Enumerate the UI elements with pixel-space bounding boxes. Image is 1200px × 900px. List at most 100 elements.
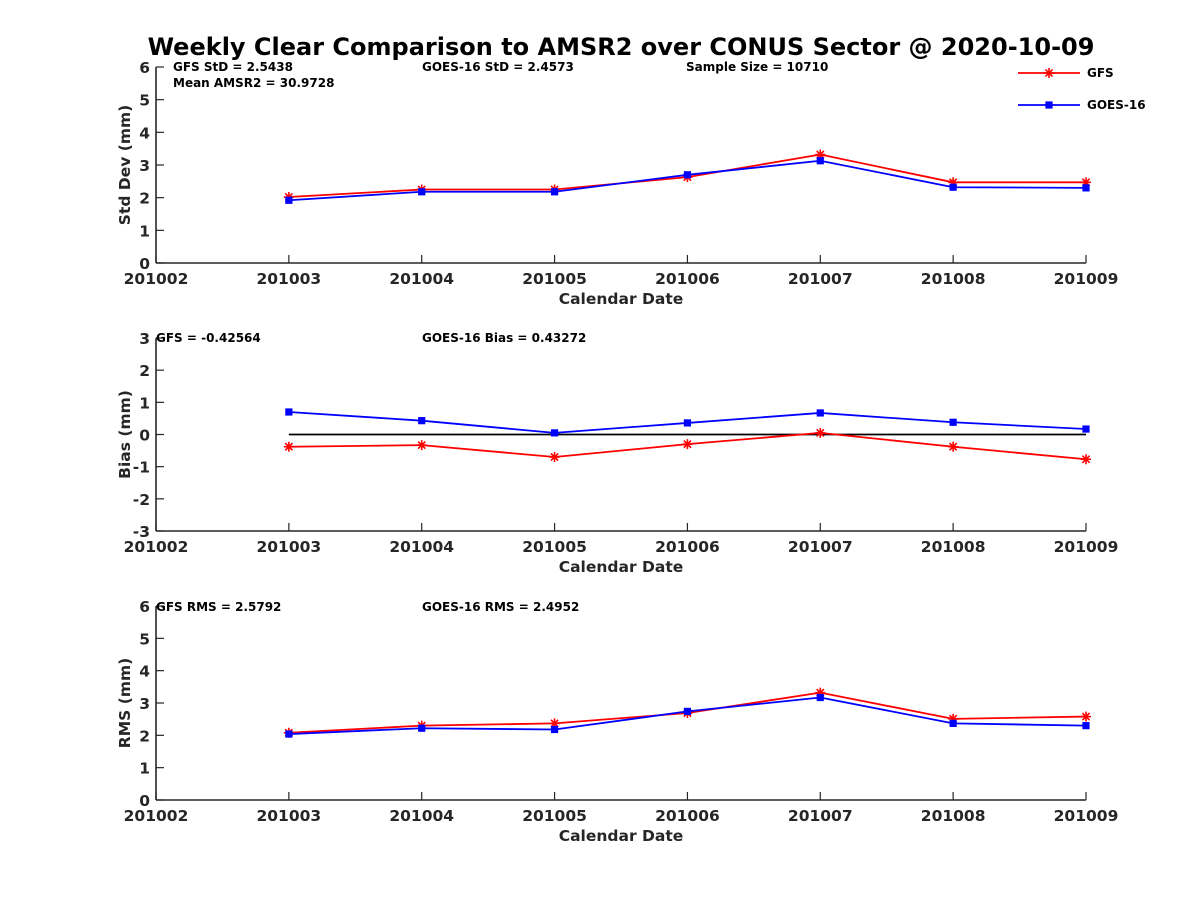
data-point	[949, 183, 957, 191]
x-tick-label: 201003	[256, 270, 321, 288]
panel-3: 0 1 2 3 4 5 6 201002 201003 201004 201005 201006 201…	[116, 598, 1118, 845]
data-point	[816, 693, 824, 702]
stat-annotation: GFS = -0.42564	[156, 331, 261, 345]
stat-annotation: GFS RMS = 2.5792	[156, 600, 281, 614]
data-point	[816, 409, 824, 417]
data-point	[816, 157, 824, 165]
legend-entry-goes-16: GOES-16	[1018, 98, 1146, 112]
y-tick-label: 5	[139, 92, 150, 110]
x-tick-label: 201003	[256, 538, 321, 556]
data-point	[550, 725, 559, 734]
x-tick-label: 201006	[655, 270, 720, 288]
stat-annotation: Mean AMSR2 = 30.9728	[173, 76, 334, 90]
x-tick-label: 201004	[389, 807, 454, 825]
series-goes-16	[285, 408, 1090, 437]
x-tick-label: 201005	[522, 270, 587, 288]
x-tick-label: 201007	[788, 270, 853, 288]
x-tick-label: 201004	[389, 538, 454, 556]
x-tick-label: 201008	[921, 270, 986, 288]
x-tick-label: 201002	[124, 538, 189, 556]
x-tick-label: 201002	[124, 807, 189, 825]
stat-annotation: Sample Size = 10710	[686, 60, 828, 74]
x-tick-label: 201008	[921, 538, 986, 556]
y-tick-label: 1	[139, 394, 150, 412]
data-point	[285, 196, 293, 204]
x-tick-label: 201003	[256, 807, 321, 825]
data-point	[550, 188, 559, 196]
y-tick-label: 3	[139, 330, 150, 348]
x-tick-label: 201009	[1054, 270, 1119, 288]
y-tick-label: 3	[139, 157, 150, 175]
data-point	[1082, 425, 1090, 433]
y-axis-label: Bias (mm)	[116, 390, 134, 479]
panel-2: -3 -2 -1 0 1 2 3 201002 201003 201004 201005 201006…	[116, 330, 1118, 576]
x-tick-label: 201005	[522, 807, 587, 825]
x-tick-label: 201005	[522, 538, 587, 556]
y-tick-label: 0	[139, 255, 150, 273]
y-tick-label: 3	[139, 695, 150, 713]
data-point	[1082, 722, 1090, 730]
data-point	[1082, 184, 1090, 192]
y-tick-label: 1	[139, 760, 150, 778]
x-tick-label: 201007	[788, 807, 853, 825]
stat-annotation: GOES-16 Bias = 0.43272	[422, 331, 586, 345]
x-tick-label: 201007	[788, 538, 853, 556]
y-tick-label: 2	[139, 727, 150, 745]
legend: GFS GOES-16	[1018, 66, 1146, 112]
legend-marker	[1044, 68, 1054, 78]
data-point	[815, 427, 826, 438]
series-gfs	[283, 427, 1091, 465]
data-point	[416, 440, 427, 451]
data-point	[948, 441, 959, 452]
y-tick-label: 0	[139, 427, 150, 445]
y-tick-label: 0	[139, 792, 150, 810]
y-tick-label: -1	[133, 459, 150, 477]
data-point	[285, 730, 293, 738]
data-point	[418, 188, 426, 196]
legend-label: GOES-16	[1087, 98, 1146, 112]
data-point	[1081, 454, 1091, 465]
data-point	[549, 718, 560, 729]
data-point	[683, 707, 692, 716]
x-tick-label: 201006	[655, 807, 720, 825]
data-point	[283, 441, 294, 452]
chart-title: Weekly Clear Comparison to AMSR2 over CO…	[148, 33, 1095, 61]
data-point	[550, 429, 559, 437]
series-goes-16	[285, 693, 1090, 738]
x-tick-label: 201008	[921, 807, 986, 825]
x-axis-label: Calendar Date	[559, 827, 684, 845]
legend-entry-gfs: GFS	[1018, 66, 1114, 80]
data-point	[285, 408, 293, 416]
x-tick-label: 201009	[1054, 807, 1119, 825]
y-axis-label: RMS (mm)	[116, 658, 134, 748]
y-tick-label: 4	[139, 124, 150, 142]
y-tick-label: -3	[133, 523, 150, 541]
data-point	[418, 724, 426, 732]
stat-annotation: GFS StD = 2.5438	[173, 60, 293, 74]
data-point	[683, 171, 692, 179]
data-point	[549, 452, 560, 463]
data-point	[418, 417, 426, 425]
y-tick-label: 2	[139, 362, 150, 380]
x-tick-label: 201002	[124, 270, 189, 288]
y-tick-label: 1	[139, 222, 150, 240]
data-point	[682, 439, 693, 450]
series-goes-16	[285, 157, 1090, 204]
legend-marker	[1045, 101, 1053, 109]
stat-annotation: GOES-16 StD = 2.4573	[422, 60, 574, 74]
y-tick-label: 5	[139, 630, 150, 648]
data-point	[683, 419, 692, 427]
y-tick-label: -2	[133, 491, 150, 509]
x-tick-label: 201009	[1054, 538, 1119, 556]
data-point	[949, 418, 957, 426]
y-tick-label: 2	[139, 190, 150, 208]
panel-1: 0 1 2 3 4 5 6 201002 201003 201004 201005 201006 201…	[116, 59, 1146, 308]
stat-annotation: GOES-16 RMS = 2.4952	[422, 600, 579, 614]
x-axis-label: Calendar Date	[559, 290, 684, 308]
data-point	[949, 719, 957, 727]
x-tick-label: 201004	[389, 270, 454, 288]
y-axis-label: Std Dev (mm)	[116, 105, 134, 225]
x-axis-label: Calendar Date	[559, 558, 684, 576]
